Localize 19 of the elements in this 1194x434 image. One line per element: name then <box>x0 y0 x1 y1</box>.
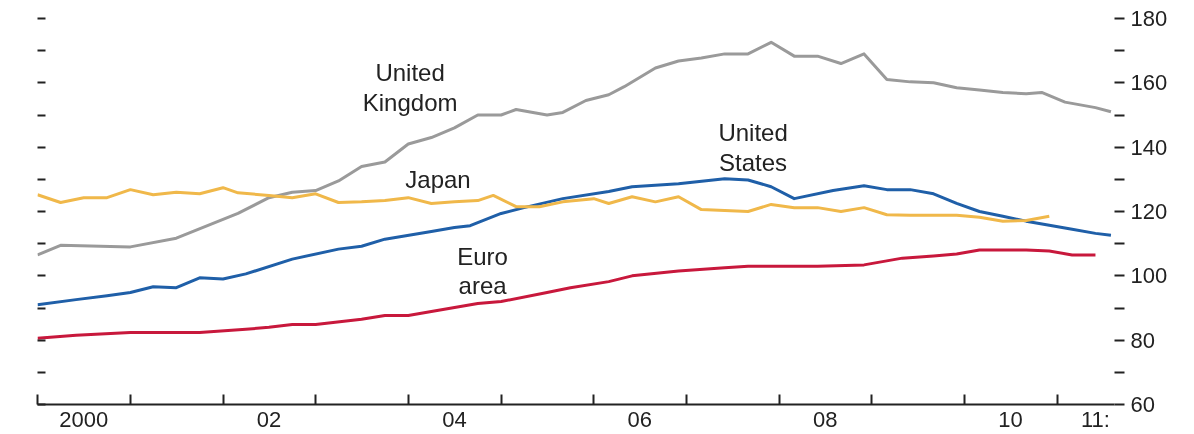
series-label: United Kingdom <box>362 59 458 117</box>
y-tick-label: 140 <box>1130 134 1168 160</box>
x-tick-label: 08 <box>812 406 838 432</box>
x-tick-label: 11: <box>1080 406 1110 432</box>
x-tick-label: 04 <box>442 406 467 432</box>
x-tick-label: 02 <box>256 406 282 432</box>
series-label: United States <box>718 118 788 176</box>
x-tick-label: 06 <box>627 406 652 432</box>
y-tick-label: 120 <box>1130 199 1168 224</box>
series-label: Japan <box>405 165 471 193</box>
y-tick-label: 160 <box>1130 70 1168 96</box>
series-label: Euro area <box>457 242 508 300</box>
y-tick-label: 60 <box>1130 392 1155 417</box>
y-tick-label: 80 <box>1130 327 1155 353</box>
x-tick-label: 10 <box>998 406 1023 432</box>
y-tick-label: 180 <box>1130 6 1168 31</box>
y-tick-label: 100 <box>1130 263 1168 289</box>
line-series <box>37 248 1097 340</box>
x-tick-label: 2000 <box>59 406 109 432</box>
